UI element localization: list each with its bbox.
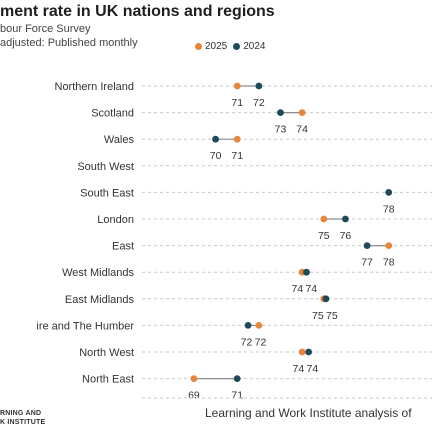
chart-legend: 2025 2024 [195,41,266,52]
legend-dot-2025 [195,43,202,50]
category-label-north-east: North East [82,374,134,386]
chart-source-note: Learning and Work Institute analysis of [205,406,412,420]
category-label-wales: Wales [104,134,135,146]
value-label-2024-ire-and-the-humber: 72 [241,336,253,348]
category-label-north-west: North West [79,347,134,359]
point-2025-scotland [298,109,306,116]
point-2024-london [342,215,349,223]
value-label-2024-wales: 70 [210,150,222,162]
legend-dot-2024 [233,43,241,50]
category-label-scotland: Scotland [91,108,134,120]
category-label-ire-and-the-humber: ire and The Humber [36,320,134,332]
point-2025-wales [233,135,241,143]
value-label-2024-scotland: 73 [275,124,287,136]
chart-title: ment rate in UK nations and regions [0,3,275,20]
legend-item-2025: 2025 [195,41,227,52]
point-2025-north-east [190,375,198,382]
category-label-south-west: South West [77,161,134,173]
point-2024-northern-ireland [255,82,263,90]
value-label-2025-london: 75 [318,230,330,242]
logo-line-2: K INSTITUTE [0,419,46,426]
value-label-2024-east: 77 [361,257,373,269]
point-2025-northern-ireland [233,82,241,90]
value-label-2024-west-midlands: 74 [305,283,317,295]
category-label-northern-ireland: Northern Ireland [55,81,135,93]
point-2024-east-midlands [322,295,330,303]
logo-line-1: RNING AND [0,410,42,417]
category-label-london: London [97,214,134,226]
point-2025-north-west [298,348,306,356]
value-label-2025-ire-and-the-humber: 72 [255,336,267,348]
point-2024-south-east [385,189,393,196]
chart-subtitle-adjustment: adjusted: Published monthly [0,37,138,49]
value-label-2025-northern-ireland: 71 [231,97,243,109]
value-label-2025-scotland: 74 [296,124,308,136]
point-2025-east [385,242,393,250]
point-2024-west-midlands [303,268,310,276]
legend-item-2024: 2024 [233,41,266,52]
value-label-2025-east-midlands: 75 [312,310,324,322]
chart-subtitle-source: bour Force Survey [0,23,91,35]
value-label-2024-london: 76 [340,230,352,242]
value-label-2025-west-midlands: 74 [291,283,303,295]
point-2024-north-east [233,375,241,382]
point-2025-ire-and-the-humber [255,322,263,329]
category-label-east-midlands: East Midlands [65,294,135,306]
value-label-2024-northern-ireland: 72 [253,97,265,109]
category-label-south-east: South East [80,187,134,199]
value-label-2024-east-midlands: 75 [326,310,338,322]
category-label-east: East [112,241,134,253]
point-2024-north-west [305,348,313,356]
point-2024-scotland [277,109,284,116]
point-2025-london [320,215,328,223]
value-label-2024-north-east: 71 [231,390,243,402]
legend-label-2025: 2025 [205,41,228,52]
point-2024-ire-and-the-humber [244,322,252,329]
value-label-2025-east: 78 [383,257,395,269]
value-label-2024-south-east: 78 [383,203,395,215]
value-label-2025-wales: 71 [231,150,243,162]
value-label-2024-north-west: 74 [307,363,319,375]
point-2024-wales [212,135,219,143]
category-label-west-midlands: West Midlands [62,267,134,279]
point-2024-east [363,242,371,250]
value-label-2025-north-west: 74 [293,363,305,375]
legend-label-2024: 2024 [243,41,266,52]
value-label-2025-north-east: 69 [188,390,200,402]
